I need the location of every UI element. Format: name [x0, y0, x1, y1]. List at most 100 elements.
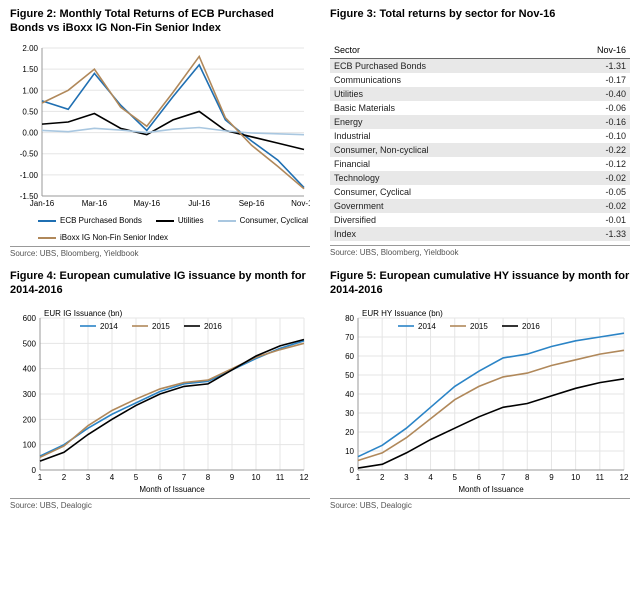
svg-text:2016: 2016 — [204, 322, 222, 331]
table-cell: -0.40 — [550, 87, 630, 101]
svg-text:10: 10 — [252, 473, 261, 482]
table-cell: -0.16 — [550, 115, 630, 129]
svg-text:1: 1 — [356, 473, 361, 482]
svg-text:11: 11 — [596, 473, 605, 482]
legend-label: iBoxx IG Non-Fin Senior Index — [60, 233, 168, 242]
legend-item: Utilities — [156, 216, 204, 225]
figure-5-title: Figure 5: European cumulative HY issuanc… — [330, 270, 630, 298]
legend-label: Consumer, Cyclical — [240, 216, 308, 225]
svg-text:12: 12 — [300, 473, 309, 482]
svg-text:5: 5 — [134, 473, 139, 482]
svg-text:600: 600 — [23, 314, 37, 323]
table-row: Index-1.33 — [330, 227, 630, 241]
svg-text:Month of Issuance: Month of Issuance — [139, 485, 205, 494]
figure-2-chart: -1.50-1.00-0.500.000.501.001.502.00Jan-1… — [10, 42, 310, 212]
svg-text:2014: 2014 — [100, 322, 118, 331]
svg-text:12: 12 — [620, 473, 629, 482]
svg-text:10: 10 — [345, 447, 354, 456]
table-row: Basic Materials-0.06 — [330, 101, 630, 115]
svg-text:2015: 2015 — [152, 322, 170, 331]
svg-text:1: 1 — [38, 473, 43, 482]
table-row: Industrial-0.10 — [330, 129, 630, 143]
table-cell: Industrial — [330, 129, 550, 143]
svg-text:200: 200 — [23, 415, 37, 424]
svg-text:8: 8 — [525, 473, 530, 482]
svg-text:9: 9 — [549, 473, 554, 482]
legend-label: Utilities — [178, 216, 204, 225]
table-cell: Technology — [330, 171, 550, 185]
legend-item: ECB Purchased Bonds — [38, 216, 142, 225]
table-cell: Government — [330, 199, 550, 213]
table-cell: -1.31 — [550, 59, 630, 74]
figure-3-panel: Figure 3: Total returns by sector for No… — [320, 0, 640, 262]
svg-text:4: 4 — [110, 473, 115, 482]
svg-text:-0.50: -0.50 — [20, 150, 39, 159]
svg-text:7: 7 — [182, 473, 187, 482]
svg-text:Jul-16: Jul-16 — [188, 199, 210, 208]
table-row: Consumer, Cyclical-0.05 — [330, 185, 630, 199]
table-cell: Energy — [330, 115, 550, 129]
legend-item: Consumer, Cyclical — [218, 216, 308, 225]
table-row: Technology-0.02 — [330, 171, 630, 185]
figure-4-title: Figure 4: European cumulative IG issuanc… — [10, 270, 310, 298]
svg-text:3: 3 — [86, 473, 91, 482]
table-cell: -0.06 — [550, 101, 630, 115]
table-cell: -0.17 — [550, 73, 630, 87]
table-cell: Diversified — [330, 213, 550, 227]
table-row: Financial-0.12 — [330, 157, 630, 171]
svg-text:2: 2 — [62, 473, 67, 482]
table-cell: -0.02 — [550, 199, 630, 213]
svg-text:1.50: 1.50 — [22, 65, 38, 74]
svg-text:3: 3 — [404, 473, 409, 482]
legend-swatch — [218, 220, 236, 222]
svg-text:2.00: 2.00 — [22, 44, 38, 53]
svg-text:EUR IG Issuance (bn): EUR IG Issuance (bn) — [44, 309, 123, 318]
svg-text:100: 100 — [23, 441, 37, 450]
legend-swatch — [38, 237, 56, 239]
svg-text:11: 11 — [276, 473, 285, 482]
svg-text:50: 50 — [345, 371, 354, 380]
table-row: Diversified-0.01 — [330, 213, 630, 227]
legend-swatch — [38, 220, 56, 222]
figure-3-source: Source: UBS, Bloomberg, Yieldbook — [330, 245, 630, 257]
figure-4-chart: 0100200300400500600123456789101112EUR IG… — [10, 304, 310, 494]
figure-4-source: Source: UBS, Dealogic — [10, 498, 310, 510]
svg-text:Mar-16: Mar-16 — [82, 199, 108, 208]
svg-text:2015: 2015 — [470, 322, 488, 331]
table-cell: -0.22 — [550, 143, 630, 157]
table-cell: ECB Purchased Bonds — [330, 59, 550, 74]
svg-text:2: 2 — [380, 473, 385, 482]
svg-text:Jan-16: Jan-16 — [30, 199, 55, 208]
table-row: Communications-0.17 — [330, 73, 630, 87]
table-cell: Basic Materials — [330, 101, 550, 115]
svg-text:0: 0 — [350, 466, 355, 475]
table-cell: -0.02 — [550, 171, 630, 185]
table-cell: -0.05 — [550, 185, 630, 199]
svg-text:9: 9 — [230, 473, 235, 482]
figure-5-source: Source: UBS, Dealogic — [330, 498, 630, 510]
svg-text:70: 70 — [345, 333, 354, 342]
svg-text:Month of Issuance: Month of Issuance — [458, 485, 524, 494]
figure-3-table: SectorNov-16ECB Purchased Bonds-1.31Comm… — [330, 42, 630, 241]
figure-2-panel: Figure 2: Monthly Total Returns of ECB P… — [0, 0, 320, 262]
svg-text:5: 5 — [453, 473, 458, 482]
table-row: Energy-0.16 — [330, 115, 630, 129]
svg-text:300: 300 — [23, 390, 37, 399]
svg-text:400: 400 — [23, 365, 37, 374]
svg-text:Sep-16: Sep-16 — [239, 199, 265, 208]
figure-4-panel: Figure 4: European cumulative IG issuanc… — [0, 262, 320, 514]
svg-text:0: 0 — [32, 466, 37, 475]
svg-text:0.50: 0.50 — [22, 107, 38, 116]
table-row: Utilities-0.40 — [330, 87, 630, 101]
svg-text:6: 6 — [158, 473, 163, 482]
table-header: Nov-16 — [550, 42, 630, 59]
svg-text:6: 6 — [477, 473, 482, 482]
table-header: Sector — [330, 42, 550, 59]
table-cell: Utilities — [330, 87, 550, 101]
table-cell: Financial — [330, 157, 550, 171]
svg-text:30: 30 — [345, 409, 354, 418]
svg-text:8: 8 — [206, 473, 211, 482]
figure-2-legend: ECB Purchased Bonds Utilities Consumer, Cy… — [10, 216, 310, 242]
svg-text:60: 60 — [345, 352, 354, 361]
svg-text:7: 7 — [501, 473, 506, 482]
